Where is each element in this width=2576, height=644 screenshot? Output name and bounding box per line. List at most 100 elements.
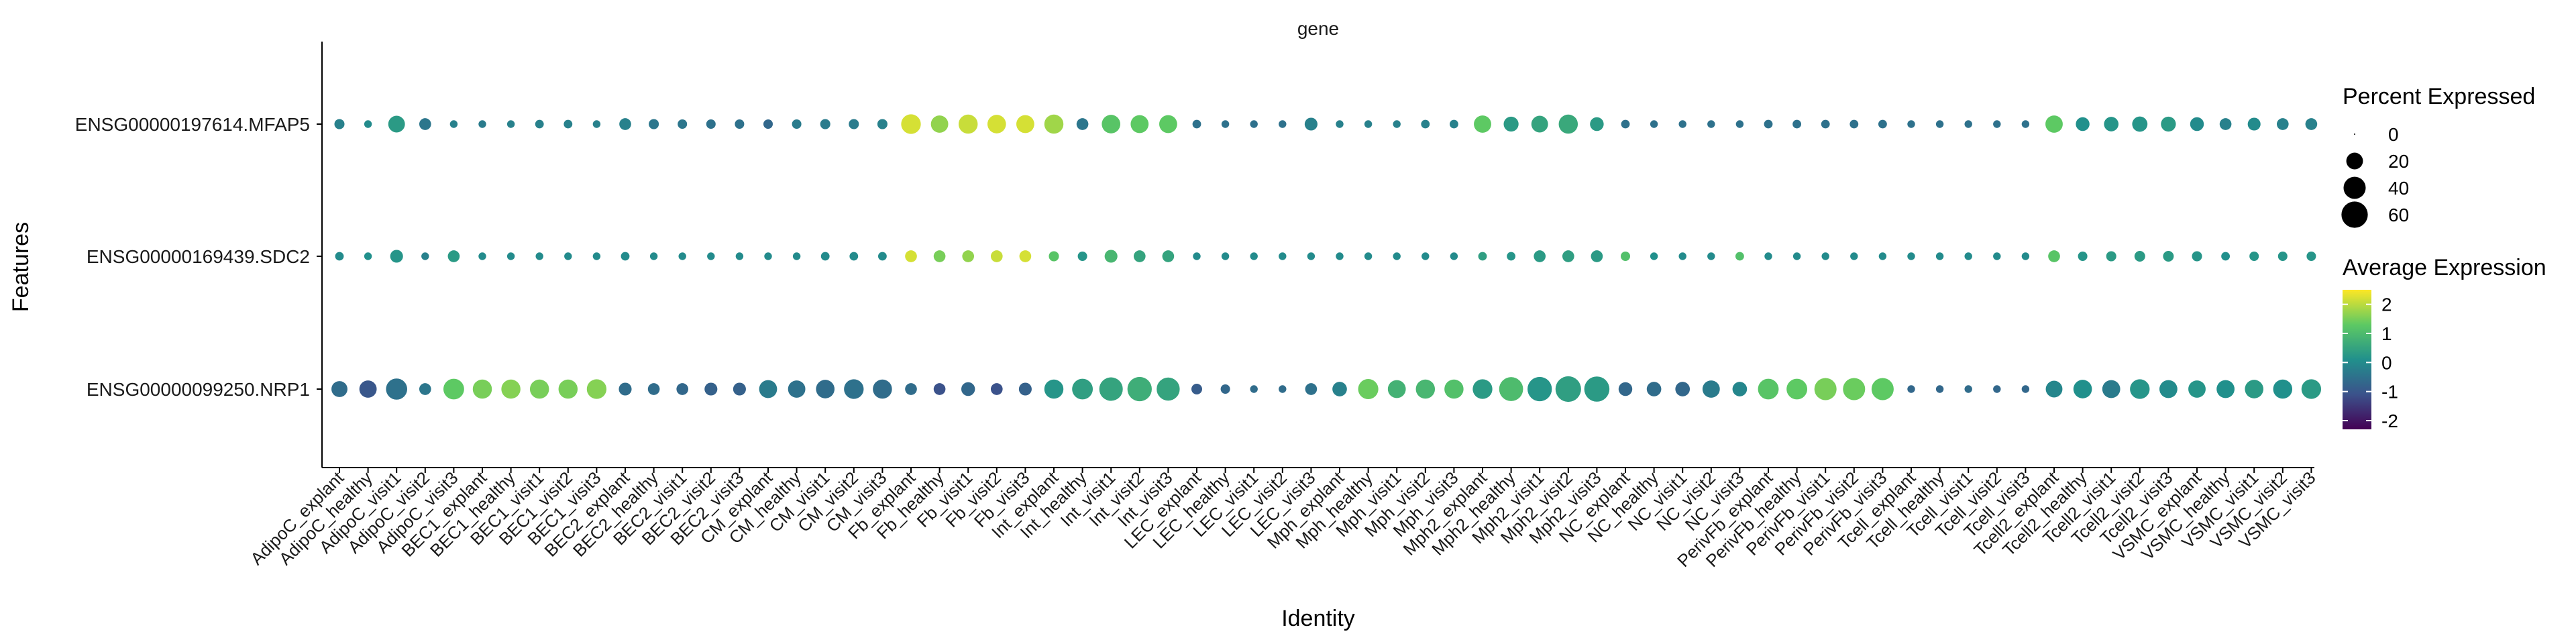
dot-point [649,119,659,129]
dot-point [2045,115,2063,133]
dot-point [1279,120,1287,128]
dot-point [1935,385,1944,393]
dot-point [1531,115,1548,133]
dot-point [1678,252,1686,260]
dot-point [1279,385,1287,393]
dot-point [1332,382,1347,396]
y-axis-title: Features [8,222,34,312]
dot-point [335,252,344,261]
dot-point [1732,382,1748,396]
dot-point [529,379,549,399]
dot-point [987,115,1006,133]
dot-point [905,383,917,395]
dot-point [1678,120,1686,128]
y-tick-label: ENSG00000197614.MFAP5 [75,114,310,135]
dot-point [1849,119,1859,129]
dot-point [990,383,1003,395]
dot-point [1584,376,1610,402]
dot-point [1474,115,1491,133]
dot-point [1878,252,1887,260]
dot-point [1707,120,1715,128]
dot-point [535,252,543,260]
dot-point [1159,115,1177,133]
dot-point [1814,378,1837,400]
dot-point [1507,252,1516,261]
dot-point [1192,119,1201,129]
dot-point [1415,379,1436,399]
size-legend-dot [2354,133,2355,135]
dot-point [1077,252,1087,261]
dot-point [2277,252,2288,261]
color-legend-title: Average Expression [2343,255,2546,280]
dot-point [1850,252,1858,260]
dot-point [1907,385,1915,393]
dot-point [1193,252,1201,260]
dot-point [2076,117,2090,131]
size-legend-label: 20 [2388,151,2409,172]
dot-point [844,379,864,399]
color-legend: Average Expression 2 1 0 -1 -2 [2343,255,2546,431]
dot-point [2078,252,2088,261]
size-legend-label: 40 [2388,178,2409,199]
color-legend-label: -1 [2381,382,2398,402]
dot-point [1555,376,1581,402]
facet-title: gene [1297,18,1339,39]
dot-point [1307,252,1316,260]
dot-point [1358,378,1379,400]
dot-point [2132,116,2148,132]
dot-point [764,252,772,260]
dot-point [763,119,773,129]
dot-point [2301,379,2322,399]
dot-point [1099,377,1123,401]
dot-point [478,252,486,260]
dot-point [1764,252,1772,260]
dot-point [933,383,946,395]
dot-point [1558,114,1578,134]
dot-point [592,252,601,260]
dot-point [2134,251,2145,262]
dot-point [1503,116,1519,132]
size-legend-label: 60 [2388,205,2409,225]
dot-point [1421,252,1430,260]
dot-point [1133,250,1146,262]
dot-point [2247,117,2261,131]
dot-point [1646,382,1662,396]
dot-point [2106,251,2116,262]
dot-point [419,118,431,130]
dot-point [359,380,377,398]
dot-point [2190,117,2204,131]
dot-point [1702,380,1720,398]
dot-point [558,379,578,399]
dot-point [2305,118,2318,130]
dot-point [678,119,688,129]
dot-point [1221,120,1230,128]
dot-point [1044,114,1064,134]
dot-point [564,119,573,129]
dot-point [1621,119,1630,129]
dot-point [592,120,601,128]
y-tick-label: ENSG00000099250.NRP1 [87,379,310,400]
dot-point [2021,385,2030,393]
dot-point [788,380,806,398]
y-tick-labels: ENSG00000197614.MFAP5 ENSG00000169439.SDC… [75,114,322,400]
dot-point [707,252,715,260]
dot-point [1304,117,1318,131]
dot-point [1157,377,1180,401]
dot-point [877,252,887,261]
dot-point [2104,117,2119,131]
dot-point [1758,378,1779,400]
dot-point [2021,252,2030,260]
dot-point [1421,119,1430,129]
dot-point [2102,380,2121,398]
dot-points [331,114,2322,402]
size-legend-dot [2343,176,2366,199]
dot-point [1935,252,1944,260]
dot-point [1072,378,1093,400]
dot-point [678,252,686,260]
dot-point [877,119,888,129]
dot-point [619,382,632,396]
dot-point [1792,252,1801,260]
dot-point [849,252,859,261]
dot-point [820,252,830,261]
dot-point [1364,120,1373,128]
